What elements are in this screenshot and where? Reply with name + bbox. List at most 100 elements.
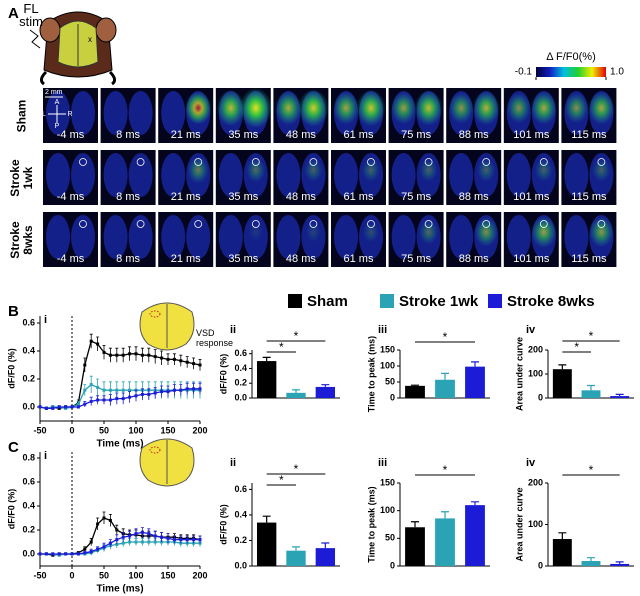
activity	[216, 90, 245, 126]
data-point	[172, 388, 176, 392]
significance-label: *	[294, 462, 299, 476]
lesion-marker	[251, 158, 260, 166]
x-tick-label: -50	[33, 570, 46, 580]
x-tick-label: 200	[192, 570, 207, 580]
image-frame: 75 ms	[388, 150, 444, 205]
activity	[298, 89, 329, 127]
data-point	[153, 534, 157, 538]
image-frame: 48 ms	[273, 212, 329, 267]
panel-label: C	[8, 439, 19, 456]
data-point	[185, 387, 189, 391]
hemisphere	[449, 215, 474, 259]
lesion-marker	[424, 158, 433, 166]
data-point	[160, 390, 164, 394]
image-frame: 21 ms	[158, 88, 214, 143]
data-point	[108, 541, 112, 545]
data-point	[102, 388, 106, 392]
compass-label: L	[42, 111, 46, 118]
y-axis-label: dF/F0 (%)	[6, 348, 16, 389]
legend-swatch	[288, 294, 302, 308]
hemisphere	[128, 153, 153, 197]
time-label: 75 ms	[401, 253, 431, 265]
hemisphere	[506, 215, 531, 259]
data-point	[147, 540, 151, 544]
activity	[391, 92, 416, 124]
significance-label: *	[589, 329, 594, 343]
hemisphere	[161, 91, 186, 135]
data-point	[166, 536, 170, 540]
data-point	[128, 388, 132, 392]
time-label: 101 ms	[513, 253, 550, 265]
image-frame: 48 ms	[273, 150, 329, 205]
x-axis-label: Time (ms)	[96, 584, 143, 595]
activity	[362, 158, 380, 182]
data-point	[140, 540, 144, 544]
bar	[610, 563, 630, 566]
rat-icon: x	[29, 11, 117, 86]
data-point	[57, 405, 61, 409]
image-frame: 115 ms	[561, 88, 617, 143]
time-label: 61 ms	[344, 191, 374, 203]
activity	[588, 91, 615, 125]
lesion-marker	[539, 220, 548, 228]
error-bar	[321, 384, 330, 387]
data-point	[185, 538, 189, 542]
image-frame: 75 ms	[388, 212, 444, 267]
time-label: 101 ms	[513, 191, 550, 203]
y-tick-label: 0.2	[234, 535, 247, 545]
data-point	[96, 522, 100, 526]
image-frame: 8 ms	[100, 88, 156, 143]
data-point	[121, 353, 125, 357]
data-point	[51, 406, 55, 410]
data-point	[198, 538, 202, 542]
data-point	[179, 359, 183, 363]
y-tick-label: 0.0	[234, 392, 247, 402]
sub-label: iv	[526, 457, 536, 469]
x-tick-label: 200	[192, 425, 207, 435]
data-point	[70, 405, 74, 409]
hemisphere	[103, 153, 128, 197]
data-point	[128, 395, 132, 399]
data-point	[198, 363, 202, 367]
data-point	[83, 388, 87, 392]
data-point	[179, 388, 183, 392]
hemisphere	[103, 91, 128, 135]
data-point	[166, 390, 170, 394]
data-point	[192, 538, 196, 542]
data-point	[44, 406, 48, 410]
data-point	[83, 551, 87, 555]
significance-label: *	[294, 329, 299, 343]
image-frame: 101 ms	[503, 212, 559, 267]
y-tick-label: 0.6	[22, 317, 35, 327]
brain-inset	[139, 302, 195, 351]
data-point	[83, 547, 87, 551]
lesion-marker	[367, 158, 375, 166]
data-point	[166, 357, 170, 361]
data-point	[57, 552, 61, 556]
bar	[552, 539, 572, 566]
activity	[419, 158, 438, 182]
data-point	[147, 353, 151, 357]
bar	[552, 369, 572, 398]
bar	[315, 386, 336, 398]
activity	[363, 221, 379, 243]
data-point	[198, 387, 202, 391]
lesion-marker	[309, 158, 318, 166]
y-axis-label: dF/F0 (%)	[218, 504, 228, 545]
image-frame: 75 ms	[388, 88, 444, 143]
y-tick-label: 0.2	[22, 524, 35, 534]
x-tick-label: 50	[99, 425, 109, 435]
activity	[472, 91, 500, 125]
error-bar	[558, 364, 567, 370]
compass-label: A	[55, 99, 60, 106]
hemisphere	[46, 215, 70, 259]
error-bar	[292, 546, 300, 551]
image-frame: 61 ms	[331, 212, 386, 267]
significance-label: *	[589, 463, 594, 477]
data-point	[115, 528, 119, 532]
significance-label: *	[279, 473, 284, 487]
y-tick-label: 50	[385, 376, 395, 386]
sub-label: ii	[230, 457, 236, 469]
data-point	[51, 552, 55, 556]
